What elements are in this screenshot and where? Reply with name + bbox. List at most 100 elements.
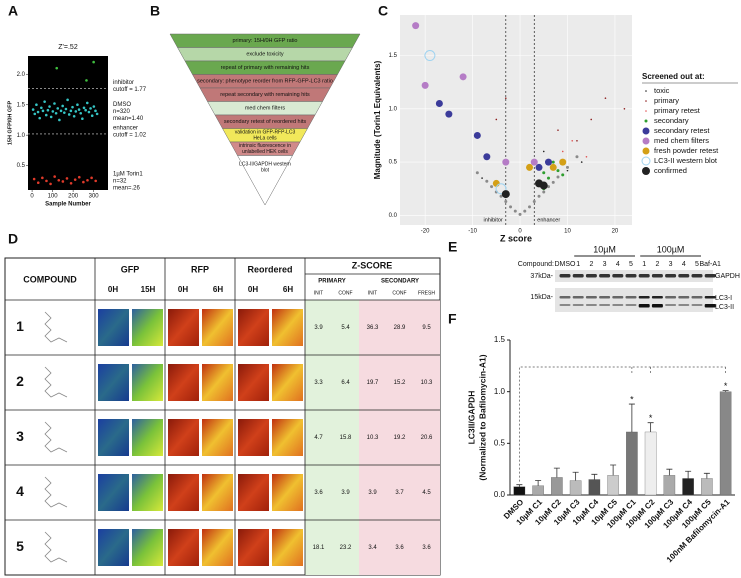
point	[504, 97, 507, 99]
band-label: LC3-II	[715, 304, 734, 311]
cutoff-label: enhancer	[537, 217, 560, 223]
lane-label: 1	[642, 261, 646, 268]
table-subheader: FRESH	[418, 290, 435, 296]
series-label: mean=1.40	[113, 116, 144, 122]
point	[575, 155, 579, 159]
band	[651, 304, 663, 308]
point	[58, 118, 61, 122]
legend-label: LC3-II western blot	[654, 156, 718, 165]
bar	[663, 475, 676, 496]
y-tick-label: 1.5	[389, 53, 398, 59]
micrograph	[98, 364, 129, 401]
band	[638, 274, 650, 278]
table-subheader: 6H	[213, 285, 223, 294]
zscore-value: 19.7	[367, 380, 379, 386]
point	[44, 113, 48, 117]
point	[585, 155, 588, 158]
cutoff-label: cutoff = 1.77	[113, 87, 147, 93]
legend-swatch	[642, 137, 650, 145]
zscore-secondary-bg	[359, 355, 440, 410]
series-label: DMSO	[113, 102, 131, 108]
zscore-value: 15.8	[340, 435, 352, 441]
point	[475, 171, 479, 175]
point	[95, 112, 99, 116]
table-subheader: 0H	[178, 285, 188, 294]
y-tick-label: 2.0	[17, 72, 26, 78]
point	[424, 50, 436, 62]
micrograph	[98, 419, 129, 456]
zscore-value: 3.9	[368, 490, 377, 496]
point	[87, 110, 91, 114]
zscore-value: 9.5	[422, 325, 431, 331]
band	[704, 296, 716, 299]
cutoff-label: inhibitor	[484, 217, 503, 223]
funnel-text: repeat secondary with remaining hits	[220, 92, 310, 98]
zscore-value: 4.7	[314, 435, 323, 441]
micrograph	[272, 309, 303, 346]
point	[551, 180, 555, 184]
table-header: GFP	[121, 264, 140, 274]
point	[55, 66, 59, 70]
micrograph	[98, 474, 129, 511]
band	[665, 274, 677, 278]
point	[89, 107, 92, 110]
legend-swatch	[641, 156, 651, 166]
point	[92, 105, 96, 108]
y-axis-label: (Normalized to Bafilomycin-A1)	[477, 354, 487, 480]
point	[54, 111, 58, 115]
point	[72, 115, 76, 118]
point	[509, 205, 513, 209]
point	[565, 165, 569, 169]
point	[490, 185, 494, 189]
zscore-secondary-bg	[359, 520, 440, 575]
point	[86, 178, 89, 182]
concentration: 10µM	[593, 244, 616, 254]
micrograph	[238, 529, 269, 566]
micrograph	[98, 309, 129, 346]
band	[704, 304, 716, 308]
zscore-value: 19.2	[394, 435, 406, 441]
point	[556, 175, 560, 179]
funnel-step	[237, 155, 293, 206]
significance: *	[649, 413, 653, 423]
point	[85, 79, 88, 82]
micrograph	[132, 419, 163, 456]
compound-id: 1	[16, 318, 24, 334]
micrograph	[202, 364, 233, 401]
compound-id: 4	[16, 483, 24, 499]
micrograph	[202, 419, 233, 456]
point	[445, 110, 453, 118]
zscore-value: 10.3	[421, 380, 433, 386]
point	[412, 22, 420, 30]
point	[580, 161, 583, 163]
table-header: COMPOUND	[23, 274, 77, 284]
point	[61, 104, 64, 108]
x-tick-label: 0	[30, 194, 34, 200]
point	[57, 178, 61, 182]
compound-structure	[44, 531, 68, 563]
zscore-primary-bg	[305, 300, 359, 355]
band-label: LC3-I	[715, 295, 732, 302]
bar	[588, 479, 601, 496]
point	[559, 158, 567, 166]
zscore-primary-bg	[305, 410, 359, 465]
point	[92, 60, 95, 64]
cutoff-label: enhancer	[113, 126, 138, 132]
zscore-value: 20.6	[421, 435, 433, 441]
bar	[513, 486, 526, 496]
band	[572, 274, 584, 278]
micrograph	[238, 419, 269, 456]
legend-swatch	[645, 100, 647, 102]
significance-bracket	[519, 366, 726, 482]
legend-swatch	[642, 167, 650, 175]
lane-label: 1	[576, 261, 580, 268]
funnel-text: secondary retest of reordered hits	[224, 119, 306, 125]
legend-swatch	[645, 90, 647, 92]
point	[518, 212, 522, 216]
legend-label: fresh powder retest	[654, 146, 719, 155]
point	[35, 103, 38, 107]
band	[638, 296, 650, 299]
point	[539, 181, 548, 190]
point	[590, 118, 592, 121]
y-tick-label: 0.0	[389, 213, 398, 219]
